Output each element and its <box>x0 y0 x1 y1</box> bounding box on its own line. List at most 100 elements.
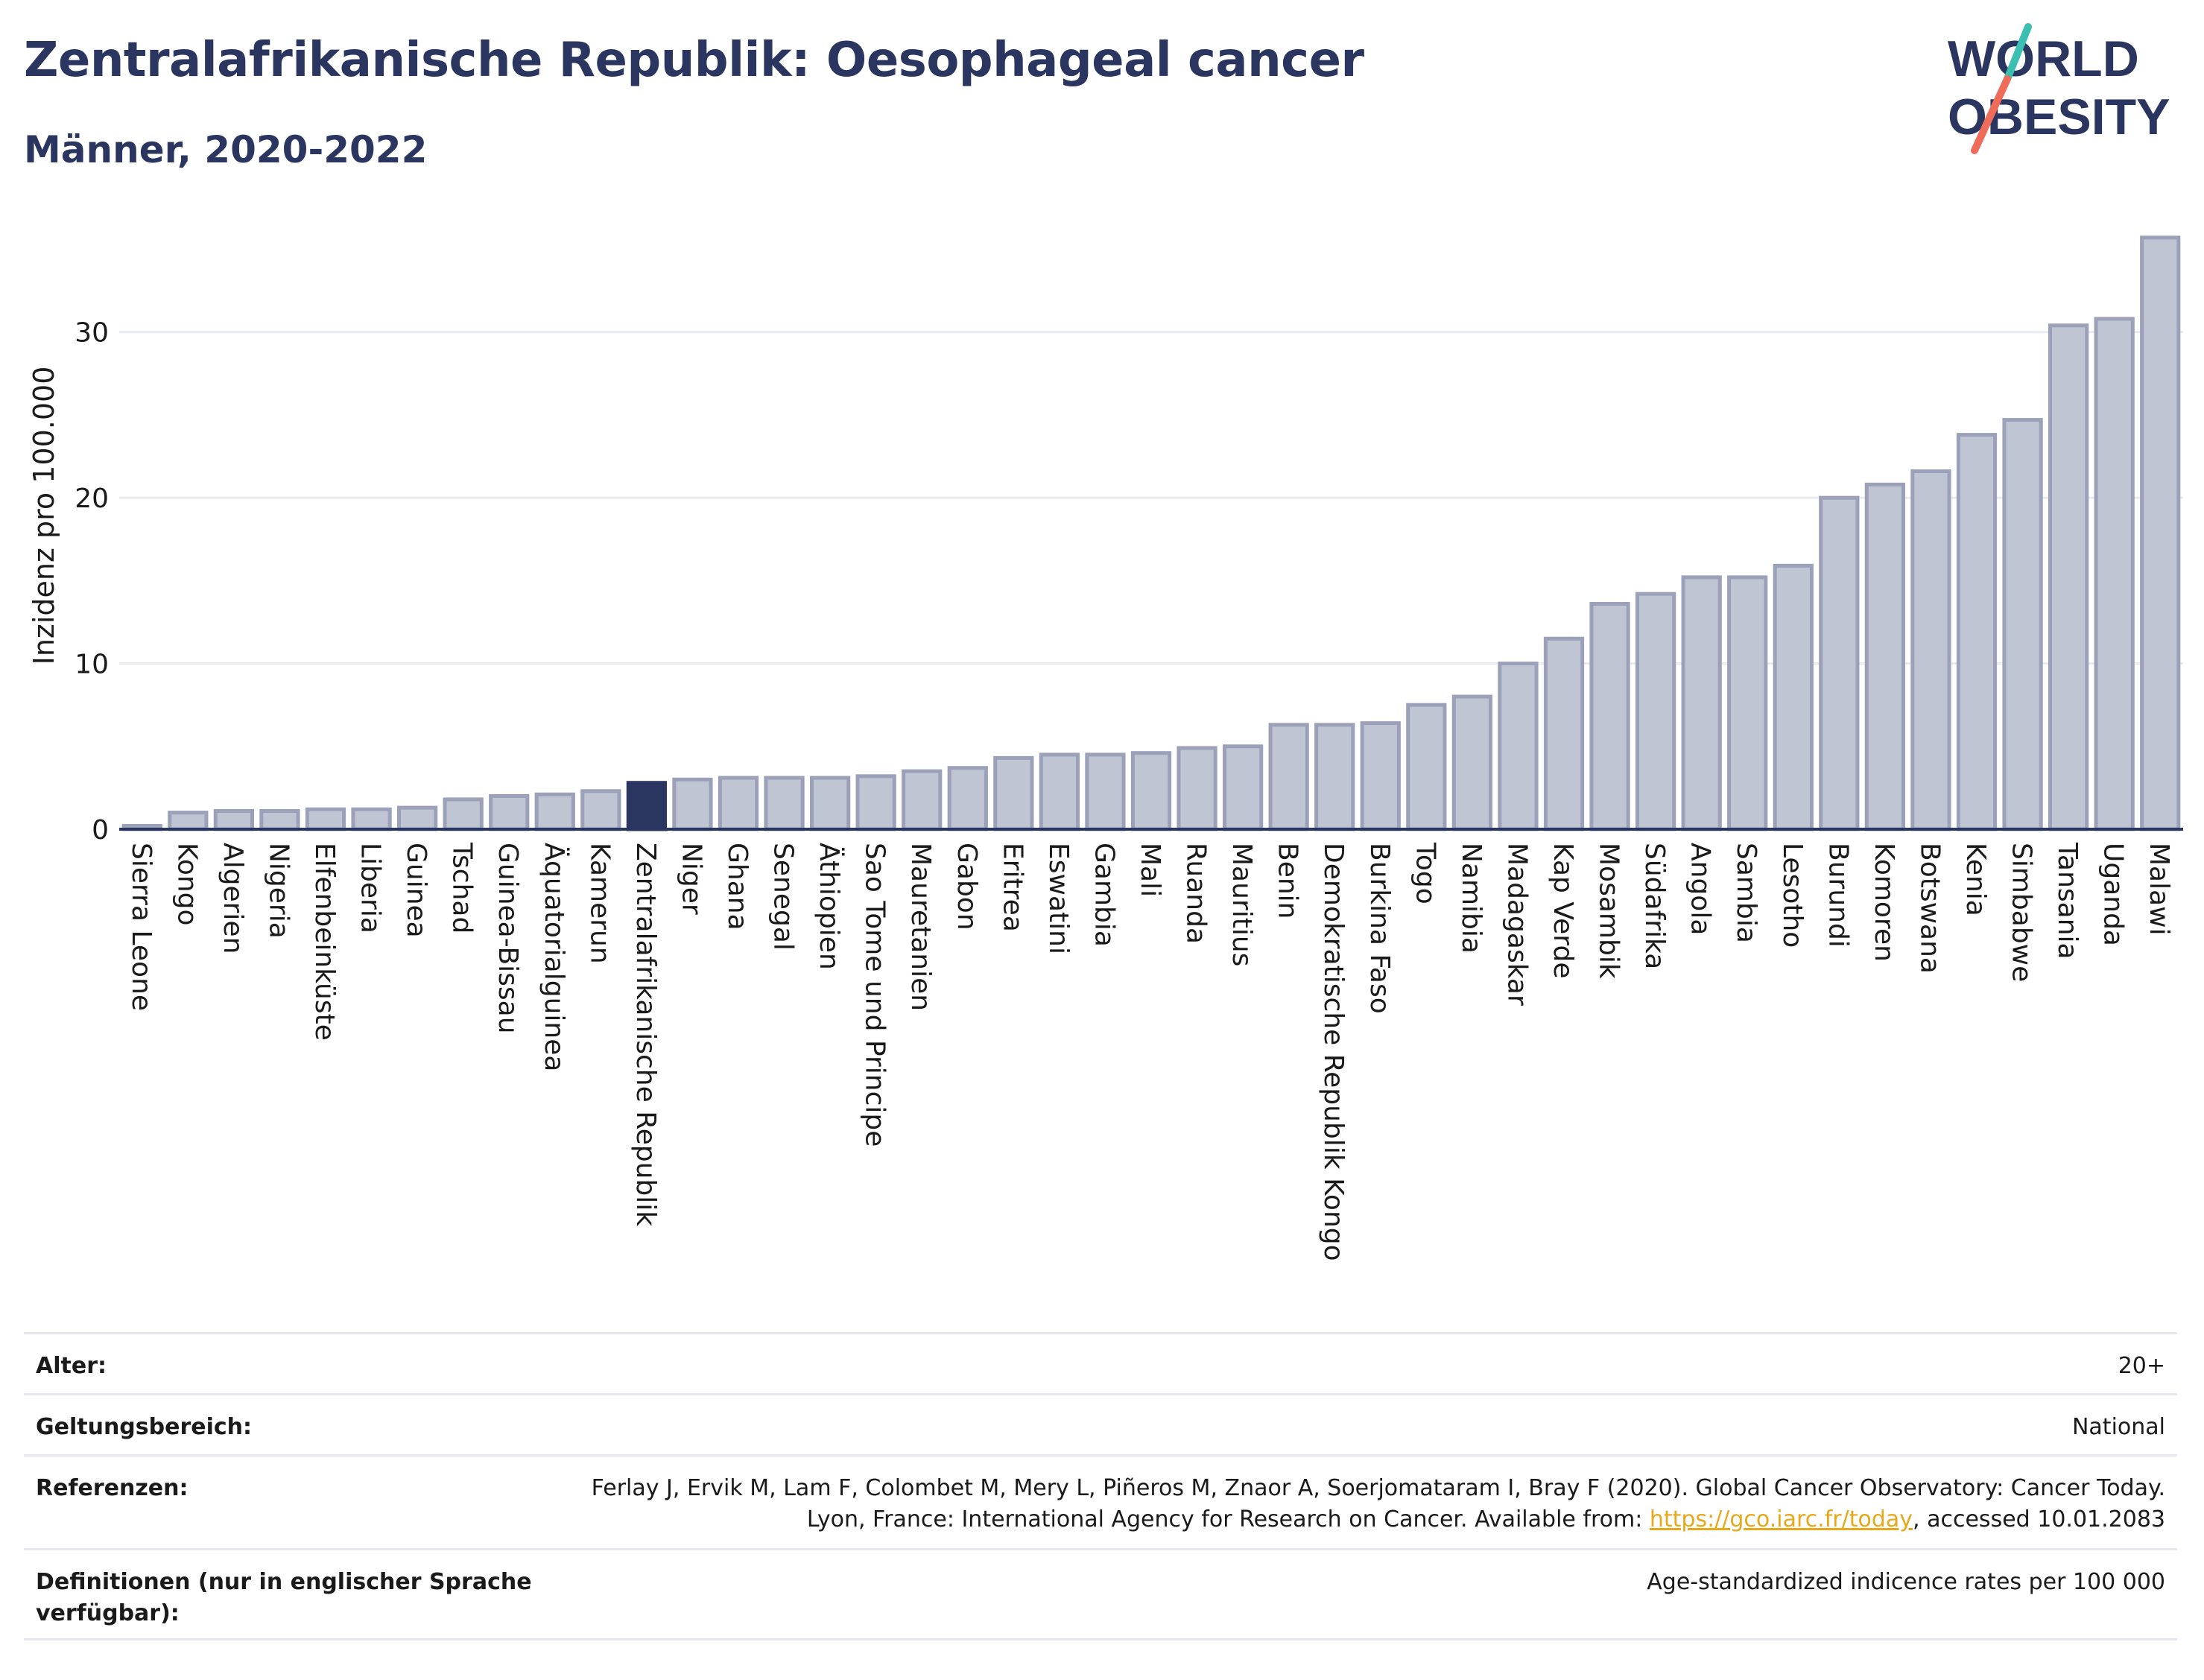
bar <box>1039 752 1080 831</box>
y-tick-label: 0 <box>92 815 109 846</box>
bar <box>1406 703 1447 831</box>
bar <box>1773 563 1814 831</box>
x-tick-label: Kenia <box>1960 843 1991 916</box>
info-label-references: Referenzen: <box>36 1475 189 1501</box>
bar <box>1681 575 1722 831</box>
bar <box>213 809 255 831</box>
x-tick-label: Tansania <box>2052 842 2083 960</box>
bar <box>580 789 621 831</box>
info-value-scope: National <box>2071 1414 2165 1440</box>
x-tick-label: Eritrea <box>997 843 1027 932</box>
bar <box>718 776 759 831</box>
reference-link[interactable]: https://gco.iarc.fr/today <box>1649 1506 1913 1532</box>
bar <box>443 797 484 831</box>
bar <box>809 776 851 831</box>
x-tick-label: Äthiopien <box>814 843 845 970</box>
x-tick-label: Senegal <box>768 843 799 951</box>
bar <box>1589 601 1630 831</box>
x-tick-label: Kongo <box>171 843 202 926</box>
bar <box>902 769 943 831</box>
info-value-age: 20+ <box>2118 1353 2165 1379</box>
bars <box>121 235 2181 831</box>
bar <box>2094 317 2135 831</box>
x-tick-label: Niger <box>676 843 706 915</box>
bar <box>489 794 530 831</box>
bar <box>1910 469 1951 831</box>
x-tick-label: Liberia <box>355 843 386 933</box>
info-row-definitions: Definitionen (nur in englischer Sprache … <box>24 1548 2177 1641</box>
x-tick-label: Algerien <box>218 843 248 954</box>
bar <box>168 811 209 831</box>
y-axis-label: Inzidenz pro 100.000 <box>28 367 60 665</box>
x-tick-label: Sierra Leone <box>126 843 156 1011</box>
x-tick-label: Kap Verde <box>1548 843 1578 978</box>
logo-line1: WORLD <box>1948 31 2139 87</box>
bar <box>1819 495 1860 831</box>
y-tick-label: 10 <box>75 650 109 680</box>
x-tick-label: Ruanda <box>1181 843 1212 944</box>
info-table: Alter: 20+ Geltungsbereich: National Ref… <box>24 1332 2177 1641</box>
info-label-scope: Geltungsbereich: <box>36 1414 253 1440</box>
bar <box>1956 433 1998 831</box>
x-tick-label: Kamerun <box>584 843 615 964</box>
bar <box>1727 575 1768 831</box>
x-tick-label: Togo <box>1410 842 1440 904</box>
x-tick-label: Uganda <box>2098 843 2129 946</box>
logo-slash-top <box>2004 23 2032 83</box>
x-tick-label: Elfenbeinküste <box>309 843 340 1041</box>
x-tick-label: Guinea <box>401 843 431 938</box>
x-tick-label: Sambia <box>1731 843 1761 943</box>
x-tick-label: Lesotho <box>1777 843 1808 948</box>
x-tick-label: Botswana <box>1914 843 1945 974</box>
bar <box>1543 636 1585 831</box>
x-tick-label: Madagaskar <box>1501 843 1532 1006</box>
bar-highlight <box>626 781 668 831</box>
bar-chart: 0 10 20 30 Inzidenz pro 100.000 Sierra Leon… <box>28 235 2183 1261</box>
x-tick-label: Nigeria <box>263 843 294 939</box>
bar <box>764 776 805 831</box>
bar <box>2140 235 2181 831</box>
bar <box>855 774 896 831</box>
x-tick-label: Zentralafrikanische Republik <box>630 843 661 1226</box>
page-subtitle: Männer, 2020-2022 <box>24 128 428 171</box>
x-tick-label: Eswatini <box>1043 843 1074 954</box>
x-tick-label: Mosambik <box>1594 843 1624 979</box>
x-tick-label: Komoren <box>1869 843 1899 962</box>
x-tick-label: Simbabwe <box>2007 843 2037 982</box>
bar <box>1314 723 1355 831</box>
bar <box>1085 752 1126 831</box>
info-value-references: Ferlay J, Ervik M, Lam F, Colombet M, Me… <box>591 1475 2165 1532</box>
bar <box>1222 744 1264 831</box>
x-tick-label: Sao Tome und Principe <box>860 843 890 1147</box>
x-tick-label: Mauritius <box>1226 843 1257 966</box>
info-label-age: Alter: <box>36 1353 107 1379</box>
bar <box>993 755 1034 831</box>
bar <box>534 792 575 831</box>
x-tick-label: Tschad <box>447 842 478 933</box>
bar <box>396 805 438 831</box>
logo-slash-bottom <box>1971 75 2011 154</box>
bar <box>2048 323 2089 831</box>
x-tick-label: Angola <box>1685 843 1716 935</box>
page-title: Zentralafrikanische Republik: Oesophagea… <box>24 33 1364 88</box>
bar <box>947 766 988 831</box>
x-tick-label: Malawi <box>2144 843 2174 936</box>
bar <box>259 809 300 831</box>
bar <box>351 807 392 831</box>
x-tick-label: Guinea-Bissau <box>493 843 523 1034</box>
x-tick-label: Mauretanien <box>905 843 936 1011</box>
bar <box>305 807 346 831</box>
x-tick-label: Mali <box>1135 843 1165 897</box>
info-value-definitions: Age-standardized indicence rates per 100… <box>1647 1569 2165 1595</box>
info-row-references: Referenzen: Ferlay J, Ervik M, Lam F, Co… <box>24 1454 2177 1548</box>
x-axis-ticks: Sierra Leone Kongo Algerien Nigeria Elfenbei… <box>126 842 2174 1261</box>
x-tick-label: Ghana <box>722 843 753 931</box>
bar <box>1635 592 1676 831</box>
bar <box>2002 418 2043 831</box>
y-tick-label: 30 <box>75 318 109 349</box>
bar <box>1360 721 1401 831</box>
x-tick-label: Burundi <box>1823 843 1853 948</box>
bar <box>1498 662 1539 831</box>
bar <box>1451 694 1493 831</box>
x-tick-label: Benin <box>1273 843 1303 919</box>
